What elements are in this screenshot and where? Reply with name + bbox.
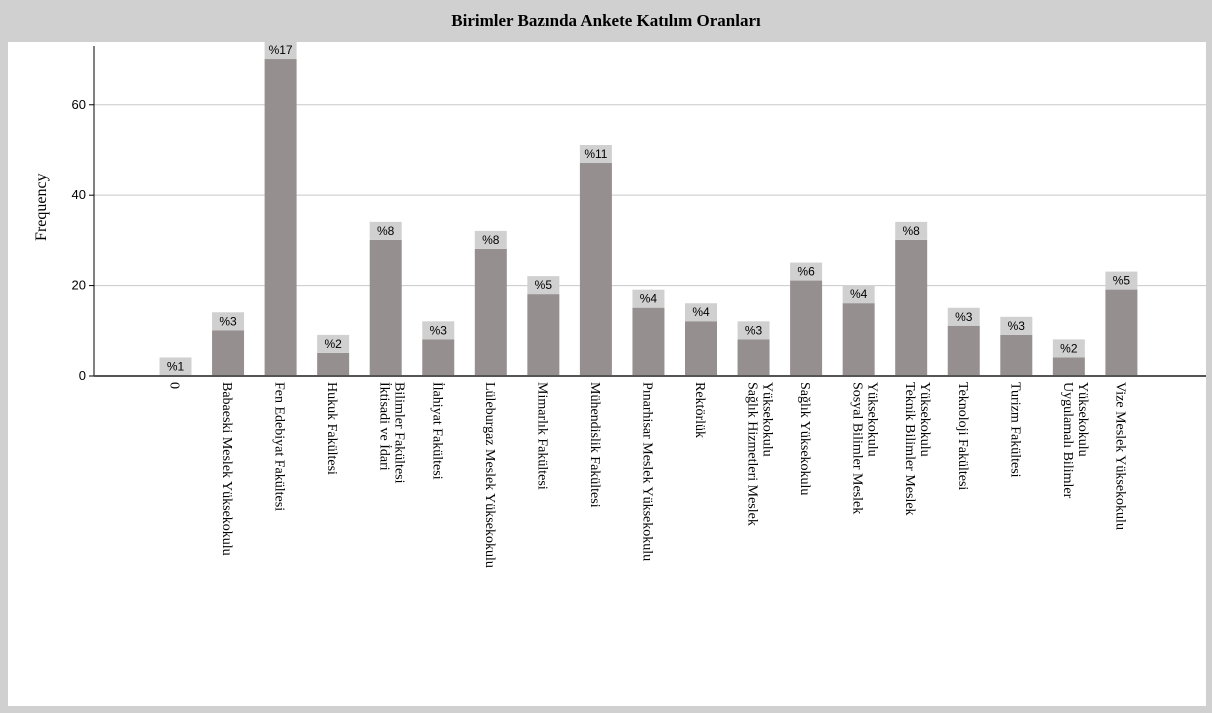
data-label-box-18 bbox=[1105, 271, 1138, 290]
y-tick-label: 40 bbox=[72, 187, 86, 202]
category-label-3: Hukuk Fakültesi bbox=[324, 382, 339, 475]
bar-7 bbox=[527, 294, 560, 376]
plot-panel: 0 20 40 60 Frequency %1 0 %3 Babaeski Meslek Yük… bbox=[8, 42, 1206, 706]
data-label-box-10 bbox=[685, 303, 717, 322]
category-label-18: Vize Meslek Yüksekokulu bbox=[1112, 382, 1127, 530]
data-label-box-2 bbox=[264, 42, 297, 60]
data-label-box-5 bbox=[422, 321, 455, 340]
category-label-4: İktisadi ve İdariBilimler Fakültesi bbox=[377, 382, 407, 484]
data-label-16: %3 bbox=[1008, 319, 1026, 333]
category-label-17: Uygulamalı BilimlerYüksekokulu bbox=[1060, 382, 1090, 499]
data-label-15: %3 bbox=[955, 310, 973, 324]
data-label-box-3 bbox=[317, 334, 350, 353]
bar-3 bbox=[317, 352, 350, 376]
category-label-11: Sağlık Hizmetleri MeslekYüksekokulu bbox=[745, 382, 775, 526]
data-label-box-4 bbox=[369, 221, 402, 240]
bar-15 bbox=[947, 325, 980, 376]
data-label-6: %8 bbox=[482, 233, 500, 247]
category-label-6: Lüleburgaz Meslek Yüksekokulu bbox=[482, 382, 497, 568]
data-label-10: %4 bbox=[692, 305, 710, 319]
data-label-box-16 bbox=[1000, 316, 1033, 335]
data-label-box-8 bbox=[579, 145, 612, 164]
data-label-box-13 bbox=[842, 285, 875, 304]
category-label-12: Sağlık Yüksekokulu bbox=[797, 382, 812, 495]
data-label-7: %5 bbox=[535, 278, 553, 292]
chart-title: Birimler Bazında Ankete Katılım Oranları bbox=[451, 11, 761, 30]
data-label-box-14 bbox=[895, 221, 928, 240]
category-label-2: Fen Edebiyat Fakültesi bbox=[272, 382, 287, 511]
category-label-8: Mühendislik Fakültesi bbox=[587, 382, 602, 508]
data-label-box-12 bbox=[790, 262, 823, 281]
data-label-5: %3 bbox=[430, 323, 448, 337]
data-label-4: %8 bbox=[377, 224, 395, 238]
category-label-14: Teknik Bilimler MeslekYüksekokulu bbox=[902, 382, 932, 516]
y-tick-label: 20 bbox=[72, 278, 86, 293]
data-label-box-11 bbox=[737, 321, 770, 340]
category-label-15: Teknoloji Fakültesi bbox=[955, 382, 970, 490]
bar-17 bbox=[1052, 357, 1085, 376]
bar-4 bbox=[369, 239, 402, 376]
bar-6 bbox=[474, 248, 507, 376]
bar-9 bbox=[632, 307, 665, 376]
bar-chart: 0 20 40 60 Frequency %1 0 %3 Babaeski Meslek Yük… bbox=[33, 42, 1206, 568]
bar-2 bbox=[264, 59, 297, 376]
data-label-14: %8 bbox=[903, 224, 921, 238]
y-tick-label: 60 bbox=[72, 97, 86, 112]
category-label-0: 0 bbox=[167, 382, 182, 389]
bar-13 bbox=[842, 303, 875, 376]
data-label-box-1 bbox=[212, 312, 245, 331]
bar-16 bbox=[1000, 334, 1033, 376]
bar-14 bbox=[895, 239, 928, 376]
data-label-13: %4 bbox=[850, 287, 868, 301]
data-label-box-15 bbox=[947, 307, 980, 326]
data-label-0: %1 bbox=[167, 359, 185, 373]
data-label-2: %17 bbox=[269, 43, 293, 57]
data-label-1: %3 bbox=[219, 314, 237, 328]
y-tick-label: 0 bbox=[79, 368, 86, 383]
bar-12 bbox=[790, 280, 823, 376]
bar-18 bbox=[1105, 289, 1138, 376]
bar-5 bbox=[422, 339, 455, 376]
data-label-9: %4 bbox=[640, 292, 658, 306]
bar-1 bbox=[212, 330, 245, 376]
category-label-7: Mimarlık Fakültesi bbox=[534, 382, 549, 490]
data-label-3: %2 bbox=[324, 337, 342, 351]
category-label-16: Turizm Fakültesi bbox=[1007, 382, 1022, 478]
y-axis-label: Frequency bbox=[33, 173, 50, 241]
title-bar: Birimler Bazında Ankete Katılım Oranları bbox=[0, 0, 1212, 42]
category-label-5: İlahiyat Fakültesi bbox=[429, 382, 445, 480]
data-label-box-9 bbox=[632, 289, 665, 308]
data-label-box-17 bbox=[1052, 339, 1085, 358]
bar-10 bbox=[685, 321, 717, 376]
category-label-1: Babaeski Meslek Yüksekokulu bbox=[219, 382, 234, 556]
category-label-13: Sosyal Bilimler MeslekYüksekokulu bbox=[850, 382, 880, 514]
data-label-box-6 bbox=[474, 230, 507, 249]
data-label-18: %5 bbox=[1113, 274, 1131, 288]
category-label-10: Rektörlük bbox=[692, 382, 707, 438]
data-label-11: %3 bbox=[745, 323, 763, 337]
data-label-17: %2 bbox=[1060, 341, 1078, 355]
data-label-12: %6 bbox=[797, 265, 815, 279]
bar-11 bbox=[737, 339, 770, 376]
data-label-box-7 bbox=[527, 276, 560, 295]
data-label-8: %11 bbox=[584, 147, 607, 161]
category-label-9: Pınarhisar Meslek Yüksekokulu bbox=[639, 382, 654, 561]
data-label-box-0 bbox=[159, 357, 192, 376]
bar-8 bbox=[579, 163, 612, 376]
